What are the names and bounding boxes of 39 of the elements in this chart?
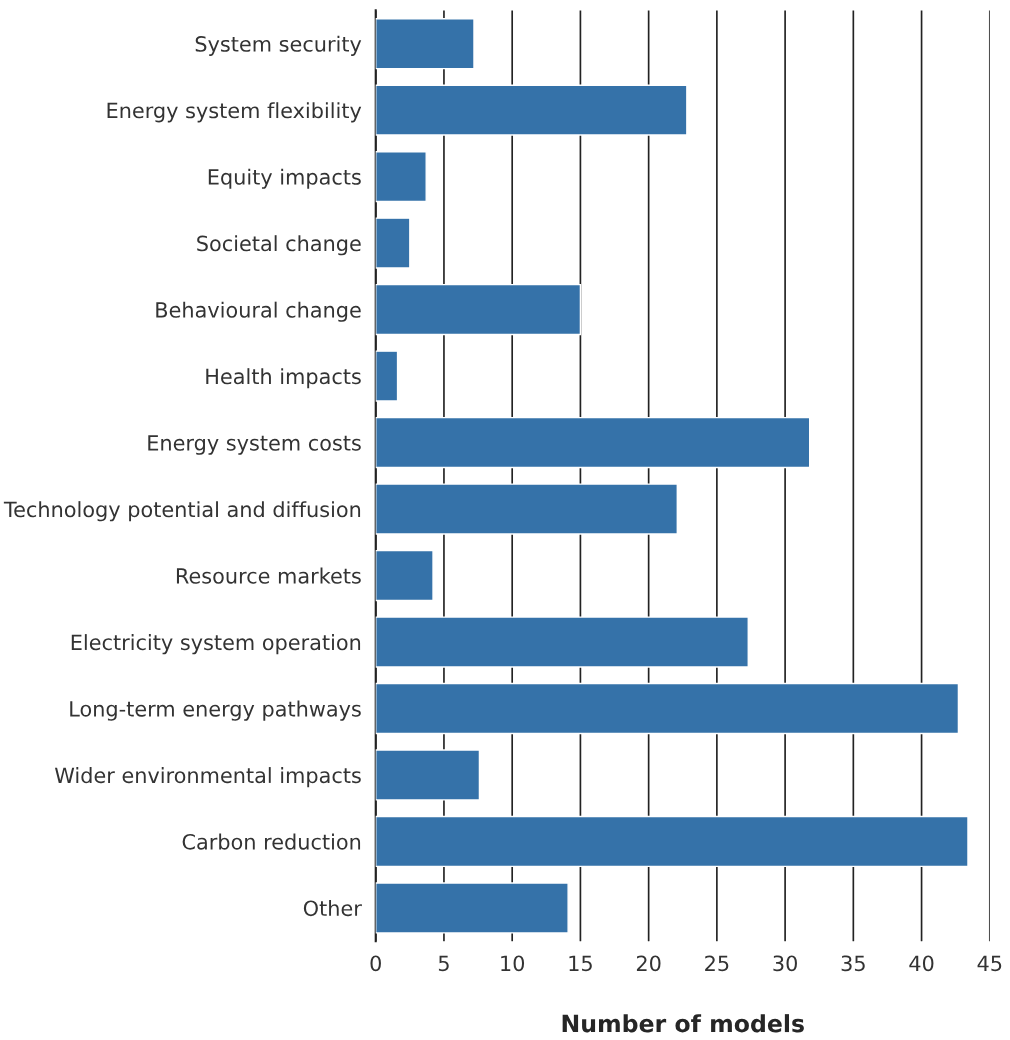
y-tick-label: Carbon reduction <box>182 833 361 850</box>
bar <box>375 882 569 934</box>
bar <box>375 283 582 336</box>
bar <box>375 682 960 735</box>
bar <box>375 616 749 668</box>
bar <box>375 350 399 402</box>
y-tick-label: Behavioural change <box>156 301 361 322</box>
bar <box>375 84 688 136</box>
y-tick-label: Technology potential and diffusion <box>3 501 361 522</box>
bar <box>375 217 411 269</box>
y-tick-label: Electricity system operation <box>71 634 361 655</box>
y-tick-label: Resource markets <box>176 567 361 584</box>
x-tick-label: 10 <box>501 955 525 972</box>
bar <box>375 549 434 602</box>
y-tick-label: Energy system costs <box>148 435 361 455</box>
bar <box>375 815 969 868</box>
bar <box>375 483 678 535</box>
x-tick-label: 45 <box>977 955 1002 972</box>
bar <box>375 150 427 203</box>
y-tick-label: Health impacts <box>206 368 361 389</box>
x-tick-label: 15 <box>569 955 592 972</box>
x-tick-label: 40 <box>909 955 934 972</box>
bar <box>375 18 475 70</box>
y-tick-label: System security <box>195 35 362 56</box>
x-tick-label: 30 <box>773 955 797 972</box>
x-tick-label: 5 <box>438 955 449 972</box>
bar <box>375 749 481 801</box>
bar <box>375 416 811 469</box>
x-axis-title: Number of models <box>562 1014 804 1033</box>
y-tick-label: Energy system flexibility <box>107 102 362 123</box>
x-tick-label: 20 <box>636 955 661 972</box>
y-tick-label: Other <box>303 900 362 917</box>
x-tick-label: 25 <box>705 955 729 972</box>
y-tick-label: Societal change <box>197 235 361 256</box>
y-tick-label: Equity impacts <box>208 168 361 189</box>
y-tick-label: Long-term energy pathways <box>70 700 361 721</box>
y-tick-label: Wider environmental impacts <box>54 767 361 788</box>
x-tick-label: 35 <box>841 955 865 972</box>
x-tick-label: 0 <box>370 955 381 972</box>
